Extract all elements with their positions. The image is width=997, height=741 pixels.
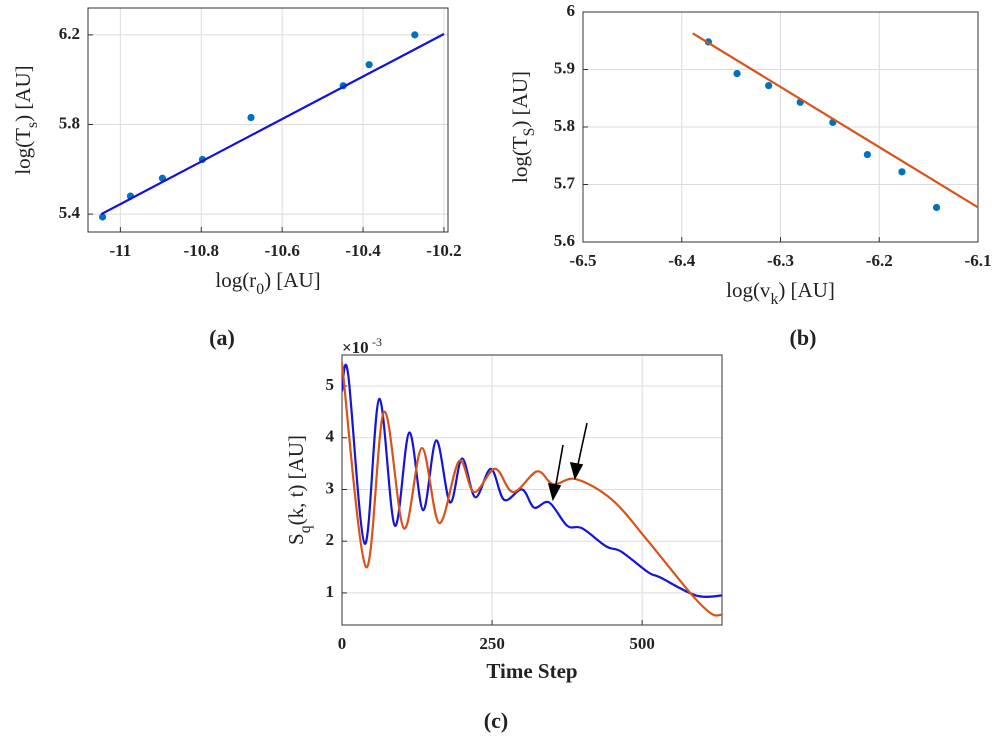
y-tick-label: 6.2 xyxy=(59,24,80,43)
x-tick-label: -11 xyxy=(109,241,131,260)
data-point xyxy=(932,203,941,212)
y-multiplier-exponent: -3 xyxy=(372,335,382,349)
arrow-head xyxy=(547,482,562,502)
x-axis-label: log(vk) [AU] xyxy=(726,278,835,308)
x-tick-label: 0 xyxy=(338,634,347,653)
arrow xyxy=(576,422,588,470)
series-line xyxy=(342,363,722,598)
x-tick-label: -10.4 xyxy=(345,241,381,260)
data-point xyxy=(765,82,773,90)
x-axis-label: Time Step xyxy=(486,659,577,683)
plot-area xyxy=(88,8,448,232)
x-tick-label: -10.6 xyxy=(264,241,299,260)
plot-area xyxy=(342,355,722,625)
x-tick-label: -6.3 xyxy=(767,251,794,270)
panel-label: (b) xyxy=(790,325,817,350)
x-axis-label: log(r0) [AU] xyxy=(215,268,320,298)
x-tick-label: 500 xyxy=(629,634,655,653)
arrow-head xyxy=(569,461,584,481)
data-point xyxy=(98,213,107,221)
y-tick-label: 4 xyxy=(326,427,335,446)
y-tick-label: 2 xyxy=(326,530,335,549)
series-line xyxy=(342,362,722,617)
y-tick-label: 5.6 xyxy=(554,231,575,250)
x-tick-label: -10.2 xyxy=(426,241,461,260)
y-tick-label: 5 xyxy=(326,375,335,394)
y-tick-label: 5.8 xyxy=(59,113,80,132)
series-line xyxy=(100,33,445,216)
panel-label: (c) xyxy=(484,708,508,733)
x-tick-label: 250 xyxy=(479,634,505,653)
axes-box xyxy=(582,11,979,243)
panel-label: (a) xyxy=(209,325,235,350)
y-axis-label: log(TS) [AU] xyxy=(508,71,538,183)
y-tick-label: 5.4 xyxy=(59,203,81,222)
x-tick-label: -6.2 xyxy=(866,251,893,270)
axes-box xyxy=(87,7,449,233)
panel: 0 250 500 1 2 3 4 5 Time Step Sq(k, t) [AU] ×10 -3 (… xyxy=(284,335,723,733)
data-point xyxy=(863,151,872,159)
arrows xyxy=(547,422,588,502)
x-tick-label: -10.8 xyxy=(184,241,219,260)
data-point xyxy=(411,31,419,39)
y-tick-label: 3 xyxy=(326,478,335,497)
data-point xyxy=(733,69,741,78)
y-tick-label: 5.9 xyxy=(554,58,575,77)
y-tick-label: 5.8 xyxy=(554,116,575,135)
y-tick-label: 6 xyxy=(567,1,576,20)
x-tick-label: -6.1 xyxy=(965,251,992,270)
panel: -11 -10.8 -10.6 -10.4 -10.2 5.4 5.8 6.2 log(r0) … xyxy=(11,7,462,350)
series-line xyxy=(692,32,978,209)
data-point xyxy=(365,61,373,69)
y-tick-label: 1 xyxy=(326,582,335,601)
data-point xyxy=(247,113,255,122)
y-axis-label: Sq(k, t) [AU] xyxy=(284,435,314,545)
y-axis-label: log(Ts) [AU] xyxy=(11,65,41,174)
panel: -6.5 -6.4 -6.3 -6.2 -6.1 5.6 5.7 5.8 5.9 6 log(vk)… xyxy=(508,1,992,350)
y-tick-label: 5.7 xyxy=(554,173,576,192)
data-point xyxy=(898,168,906,176)
arrow xyxy=(554,444,564,491)
x-tick-label: -6.4 xyxy=(668,251,695,270)
x-tick-label: -6.5 xyxy=(570,251,597,270)
axes-box xyxy=(341,354,723,626)
y-multiplier: ×10 xyxy=(342,338,369,357)
